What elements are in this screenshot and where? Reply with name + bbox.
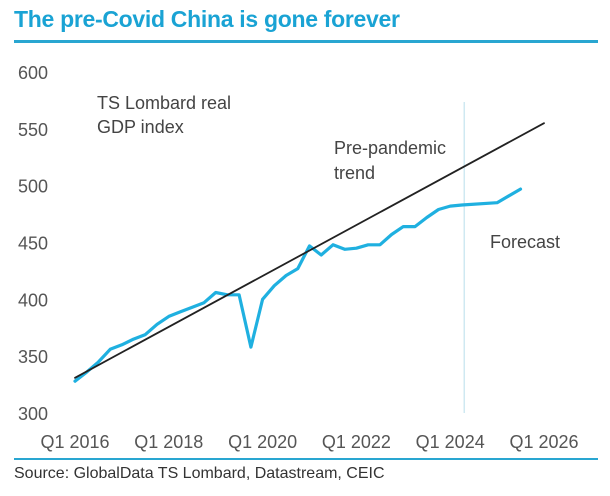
y-tick-label: 450 bbox=[18, 234, 48, 254]
chart-title: The pre-Covid China is gone forever bbox=[14, 6, 400, 32]
series-lines bbox=[73, 122, 545, 383]
x-tick-label: Q1 2020 bbox=[228, 432, 297, 452]
y-tick-label: 550 bbox=[18, 120, 48, 140]
title-rule bbox=[14, 40, 598, 43]
y-tick-label: 300 bbox=[18, 404, 48, 424]
trend-label-line1: Pre-pandemic bbox=[334, 138, 446, 158]
gdp-index-line bbox=[73, 187, 523, 383]
x-tick-label: Q1 2022 bbox=[322, 432, 391, 452]
y-tick-label: 500 bbox=[18, 177, 48, 197]
series-label-line1: TS Lombard real bbox=[97, 93, 231, 113]
x-tick-label: Q1 2018 bbox=[134, 432, 203, 452]
footer-rule bbox=[14, 458, 598, 460]
trend-label-line2: trend bbox=[334, 163, 375, 183]
y-axis-ticks: 600 550 500 450 400 350 300 bbox=[18, 63, 48, 424]
y-tick-label: 350 bbox=[18, 347, 48, 367]
x-tick-label: Q1 2016 bbox=[40, 432, 109, 452]
x-axis-ticks: Q1 2016 Q1 2018 Q1 2020 Q1 2022 Q1 2024 Q1 20… bbox=[40, 432, 578, 452]
x-tick-label: Q1 2026 bbox=[509, 432, 578, 452]
x-tick-label: Q1 2024 bbox=[416, 432, 485, 452]
forecast-label: Forecast bbox=[490, 232, 560, 252]
pre-pandemic-trend-line bbox=[74, 122, 545, 379]
source-note: Source: GlobalData TS Lombard, Datastrea… bbox=[14, 465, 385, 482]
y-tick-label: 400 bbox=[18, 290, 48, 310]
y-tick-label: 600 bbox=[18, 63, 48, 83]
series-label-line2: GDP index bbox=[97, 117, 184, 137]
